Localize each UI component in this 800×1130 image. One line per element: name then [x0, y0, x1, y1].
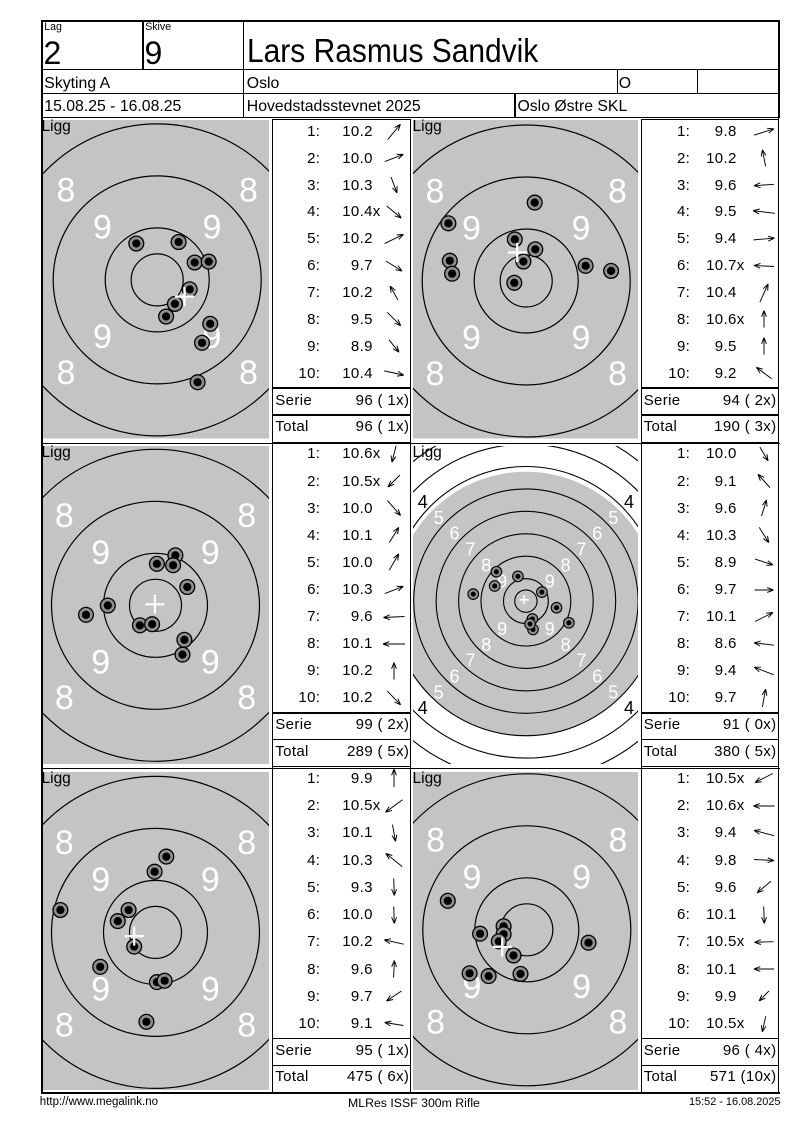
svg-text:8: 8 [561, 635, 571, 655]
svg-text:4: 4 [418, 698, 428, 718]
svg-text:9: 9 [201, 534, 220, 572]
svg-text:8: 8 [237, 679, 256, 717]
svg-text:5: 5 [434, 508, 444, 528]
svg-text:5: 5 [608, 682, 618, 702]
svg-text:7: 7 [576, 540, 586, 560]
svg-text:8: 8 [55, 823, 74, 861]
svg-text:9: 9 [463, 858, 482, 896]
svg-text:8: 8 [239, 354, 258, 392]
svg-text:7: 7 [465, 540, 475, 560]
svg-text:9: 9 [572, 210, 591, 248]
svg-text:9: 9 [545, 619, 555, 639]
svg-text:9: 9 [497, 571, 507, 591]
svg-text:8: 8 [609, 1003, 628, 1041]
svg-text:8: 8 [57, 354, 76, 392]
svg-text:8: 8 [237, 823, 256, 861]
svg-text:8: 8 [426, 173, 445, 211]
svg-text:8: 8 [55, 1006, 74, 1044]
svg-text:9: 9 [93, 209, 112, 247]
svg-text:7: 7 [465, 651, 475, 671]
svg-text:8: 8 [608, 173, 627, 211]
svg-text:6: 6 [449, 666, 459, 686]
svg-text:4: 4 [624, 698, 634, 718]
svg-text:9: 9 [462, 210, 481, 248]
svg-text:7: 7 [576, 651, 586, 671]
svg-text:9: 9 [91, 970, 110, 1008]
svg-text:8: 8 [237, 1006, 256, 1044]
svg-text:6: 6 [592, 666, 602, 686]
svg-text:8: 8 [561, 555, 571, 575]
svg-text:5: 5 [434, 682, 444, 702]
svg-text:9: 9 [93, 318, 112, 356]
svg-text:4: 4 [418, 492, 428, 512]
svg-text:6: 6 [449, 524, 459, 544]
svg-text:8: 8 [481, 555, 491, 575]
svg-text:8: 8 [55, 679, 74, 717]
svg-text:9: 9 [91, 644, 110, 682]
svg-text:9: 9 [497, 619, 507, 639]
svg-text:9: 9 [201, 970, 220, 1008]
svg-text:5: 5 [608, 508, 618, 528]
svg-text:8: 8 [608, 355, 627, 393]
svg-text:8: 8 [426, 821, 445, 859]
svg-text:9: 9 [462, 319, 481, 357]
svg-text:9: 9 [572, 858, 591, 896]
svg-text:9: 9 [91, 861, 110, 899]
svg-text:9: 9 [201, 861, 220, 899]
svg-text:9: 9 [91, 534, 110, 572]
svg-text:9: 9 [203, 209, 222, 247]
svg-text:8: 8 [237, 497, 256, 535]
svg-text:4: 4 [624, 492, 634, 512]
svg-text:9: 9 [201, 644, 220, 682]
svg-text:9: 9 [545, 571, 555, 591]
svg-text:9: 9 [572, 968, 591, 1006]
svg-text:8: 8 [239, 171, 258, 209]
svg-text:8: 8 [55, 497, 74, 535]
svg-text:6: 6 [592, 524, 602, 544]
svg-text:8: 8 [609, 821, 628, 859]
svg-text:8: 8 [57, 171, 76, 209]
svg-text:8: 8 [426, 355, 445, 393]
svg-text:8: 8 [426, 1003, 445, 1041]
svg-text:9: 9 [572, 319, 591, 357]
svg-text:8: 8 [481, 635, 491, 655]
